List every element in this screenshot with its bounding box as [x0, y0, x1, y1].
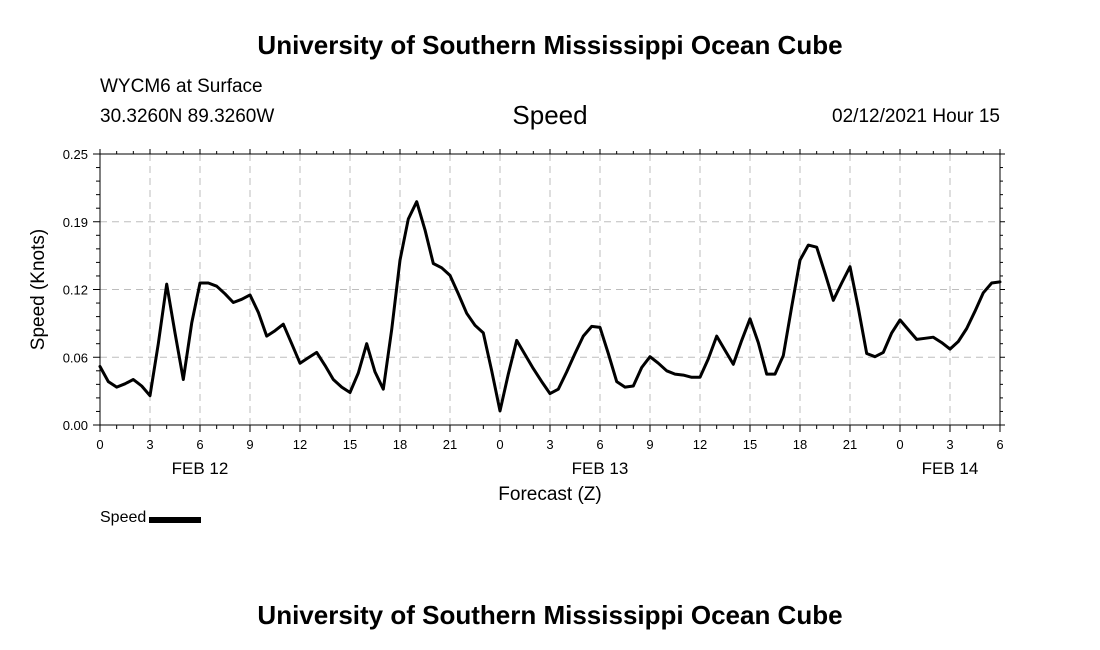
x-tick-label: 3: [946, 437, 953, 452]
x-tick-label: 0: [496, 437, 503, 452]
date-label: FEB 12: [172, 459, 229, 478]
legend-label: Speed: [100, 509, 147, 526]
legend: Speed: [100, 509, 202, 527]
x-tick-label: 0: [96, 437, 103, 452]
y-tick-label: 0.19: [63, 215, 88, 230]
x-tick-label: 9: [246, 437, 253, 452]
y-tick-label: 0.06: [63, 350, 88, 365]
date-label: FEB 14: [922, 459, 979, 478]
location-label: 30.3260N 89.3260W: [100, 106, 275, 127]
x-tick-label: 18: [393, 437, 407, 452]
header-title: University of Southern Mississippi Ocean…: [257, 30, 843, 60]
footer-title: University of Southern Mississippi Ocean…: [257, 600, 843, 630]
x-tick-label: 3: [546, 437, 553, 452]
x-tick-label: 12: [693, 437, 707, 452]
chart-title: Speed: [512, 100, 588, 130]
y-tick-label: 0.00: [63, 418, 88, 433]
x-tick-label: 21: [843, 437, 857, 452]
legend-swatch: [149, 517, 202, 523]
timestamp-label: 02/12/2021 Hour 15: [832, 106, 1000, 127]
date-label: FEB 13: [572, 459, 629, 478]
x-tick-label: 15: [743, 437, 757, 452]
x-tick-label: 9: [646, 437, 653, 452]
x-tick-label: 3: [146, 437, 153, 452]
x-tick-label: 21: [443, 437, 457, 452]
y-tick-label: 0.12: [63, 283, 88, 298]
y-axis-label: Speed (Knots): [28, 229, 49, 350]
x-tick-label: 12: [293, 437, 307, 452]
station-label: WYCM6 at Surface: [100, 76, 263, 97]
x-tick-label: 15: [343, 437, 357, 452]
x-tick-label: 6: [596, 437, 603, 452]
x-tick-label: 6: [196, 437, 203, 452]
y-tick-label: 0.25: [63, 147, 88, 162]
x-tick-label: 6: [996, 437, 1003, 452]
x-axis-label: Forecast (Z): [498, 484, 601, 505]
series-line-speed: [98, 200, 1002, 413]
plot-frame: [99, 153, 1001, 426]
x-tick-label: 18: [793, 437, 807, 452]
x-tick-label: 0: [896, 437, 903, 452]
